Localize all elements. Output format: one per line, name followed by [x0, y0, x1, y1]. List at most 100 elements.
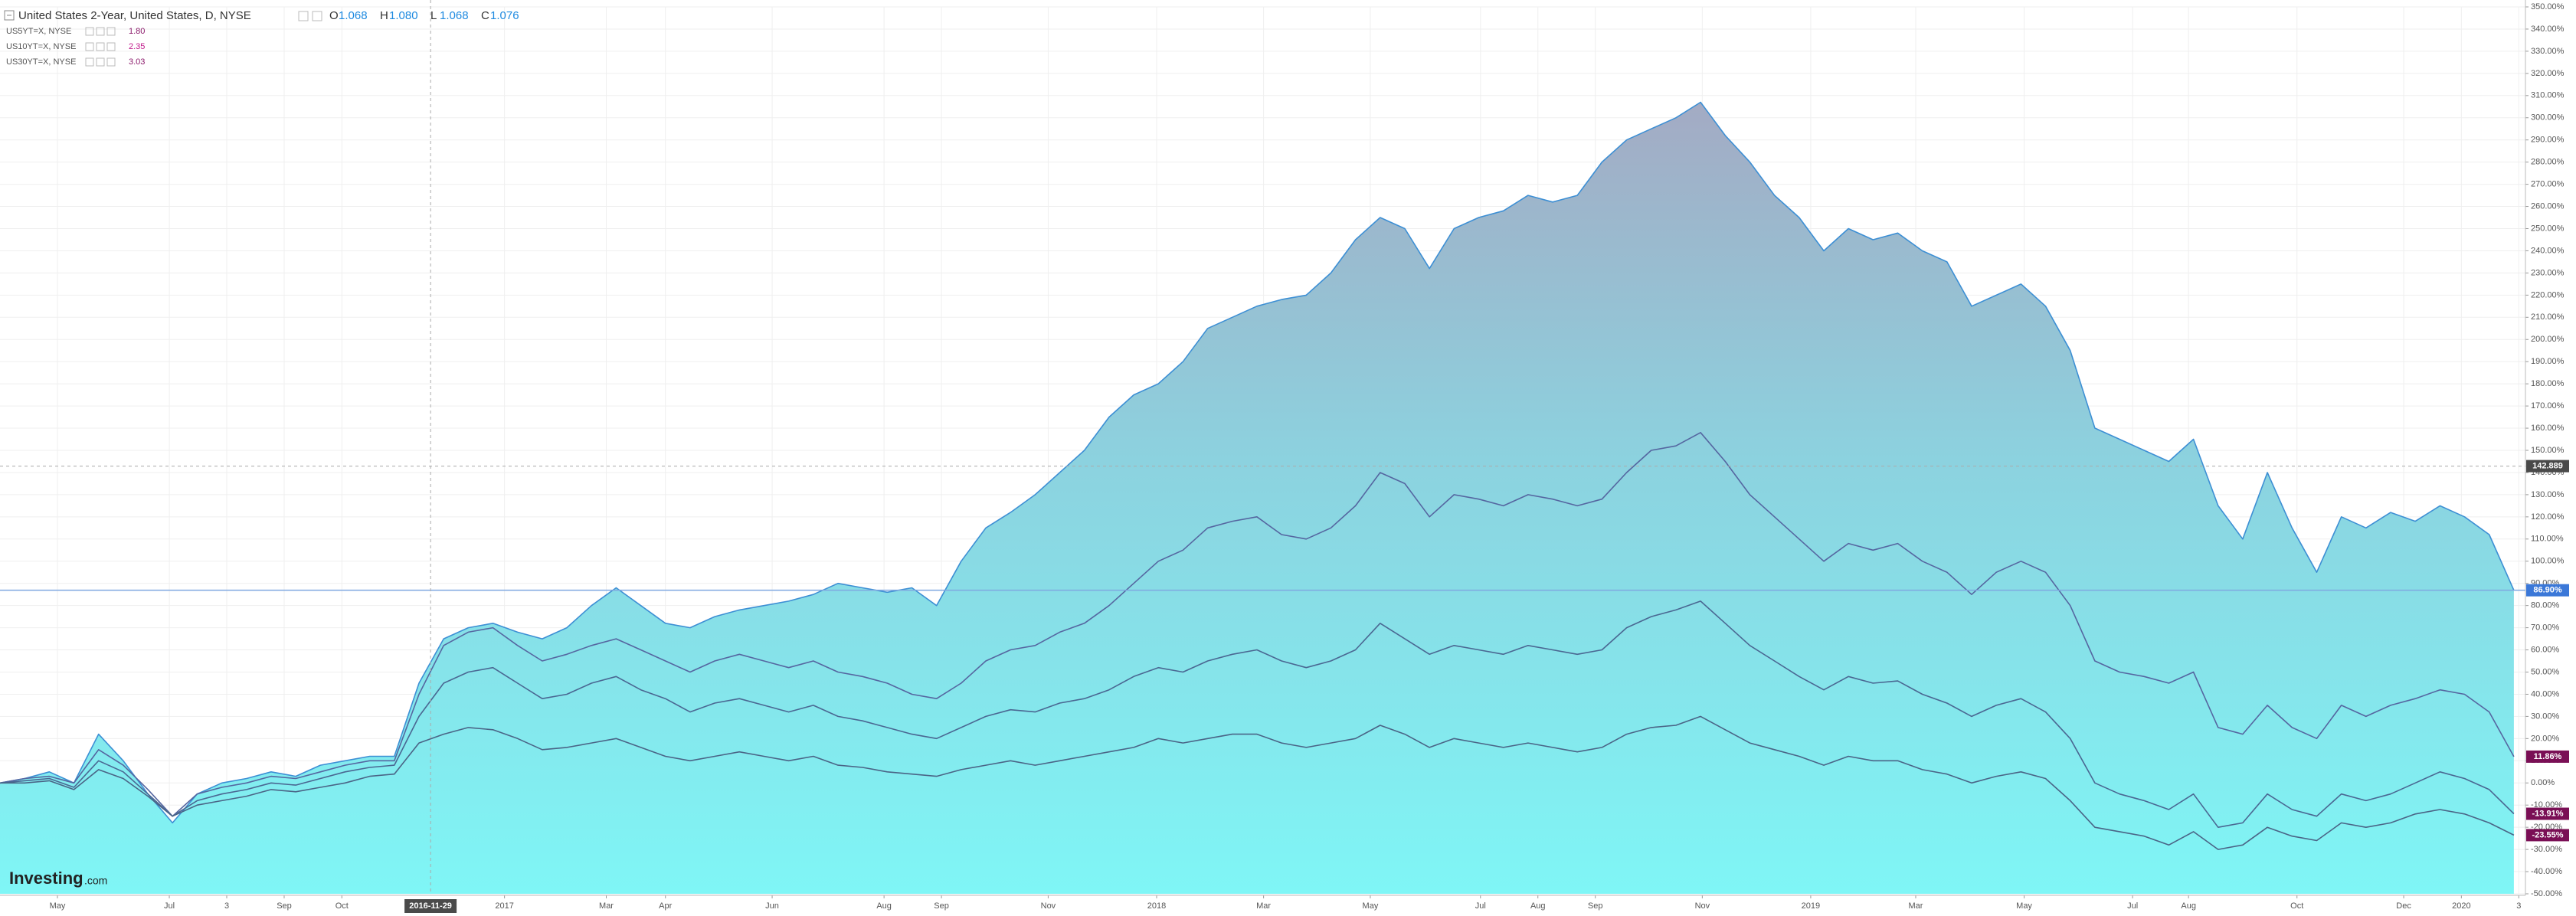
x-tick-label: Mar	[599, 901, 614, 911]
area	[0, 102, 2514, 894]
y-tick-label: 250.00%	[2531, 224, 2565, 233]
y-tick-label: 240.00%	[2531, 246, 2565, 255]
legend-icon	[106, 27, 116, 36]
x-tick-label: 2019	[1802, 901, 1820, 911]
logo: Investing .com	[9, 869, 107, 888]
x-tick-label: Dec	[2396, 901, 2411, 911]
last-value-label: 86.90%	[2533, 586, 2562, 595]
legend-icon	[85, 27, 94, 36]
legend-icon	[106, 57, 116, 67]
legend-icon	[96, 27, 105, 36]
y-tick-label: -40.00%	[2531, 867, 2562, 876]
legend: United States 2-Year, United States, D, …	[4, 9, 519, 67]
x-tick-label: Sep	[277, 901, 292, 911]
legend-icon	[85, 57, 94, 67]
y-tick-label: 320.00%	[2531, 69, 2565, 78]
ohlc-label: C	[481, 9, 489, 22]
y-tick-label: 110.00%	[2531, 535, 2564, 544]
y-tick-label: 260.00%	[2531, 201, 2565, 211]
x-tick-label: Jun	[765, 901, 779, 911]
y-tick-label: 50.00%	[2531, 667, 2560, 676]
ohlc-label: H	[380, 9, 388, 22]
ohlc-value: 1.068	[440, 9, 469, 22]
x-tick-label: 3	[224, 901, 229, 911]
y-tick-label: 80.00%	[2531, 601, 2560, 610]
legend-icon	[96, 42, 105, 51]
last-value-label: 11.86%	[2534, 752, 2562, 761]
crosshair-y-box	[2526, 460, 2569, 473]
x-tick-label: Jul	[1475, 901, 1486, 911]
y-tick-label: 130.00%	[2531, 490, 2565, 499]
series-line	[0, 101, 2515, 824]
legend-icon	[312, 11, 322, 21]
last-value-box	[2526, 584, 2569, 597]
y-tick-label: 330.00%	[2531, 47, 2565, 56]
legend-title: United States 2-Year, United States, D, …	[18, 9, 251, 22]
x-tick-label: Jul	[164, 901, 175, 911]
crosshair-x-box	[404, 899, 457, 913]
x-tick-label: May	[1363, 901, 1379, 911]
last-value-box	[2526, 829, 2569, 842]
y-tick-label: -10.00%	[2531, 800, 2562, 810]
last-value-label: -23.55%	[2532, 830, 2564, 839]
x-tick-label: Mar	[1256, 901, 1271, 911]
y-tick-label: 0.00%	[2531, 778, 2555, 787]
y-tick-label: 60.00%	[2531, 645, 2560, 654]
legend-icon	[85, 42, 94, 51]
x-tick-label: Aug	[1530, 901, 1546, 911]
legend-name: US30YT=X, NYSE	[6, 57, 76, 67]
x-tick-label: 2017	[495, 901, 513, 911]
x-tick-label: Nov	[1041, 901, 1056, 911]
legend-icon	[106, 42, 116, 51]
y-tick-label: 70.00%	[2531, 623, 2560, 633]
y-tick-label: 230.00%	[2531, 268, 2565, 277]
x-tick-label: Sep	[934, 901, 949, 911]
x-tick-label: Jul	[2127, 901, 2138, 911]
x-tick-label: Nov	[1695, 901, 1710, 911]
y-tick-label: -50.00%	[2531, 889, 2562, 898]
x-tick-label: Mar	[1909, 901, 1923, 911]
x-tick-label: May	[2016, 901, 2032, 911]
collapse-icon[interactable]	[4, 10, 15, 21]
legend-quote: 3.03	[129, 57, 145, 67]
ohlc-label: O	[329, 9, 339, 22]
legend-icon	[96, 57, 105, 67]
y-tick-label: -30.00%	[2531, 845, 2562, 854]
legend-quote: 2.35	[129, 42, 145, 51]
x-tick-label: May	[50, 901, 66, 911]
y-tick-label: 200.00%	[2531, 335, 2565, 344]
y-tick-label: 40.00%	[2531, 689, 2560, 698]
y-tick-label: 300.00%	[2531, 113, 2565, 123]
x-tick-label: Aug	[2181, 901, 2196, 911]
y-tick-label: 350.00%	[2531, 2, 2565, 11]
logo-brand: Investing	[9, 869, 83, 888]
ohlc-value: 1.080	[389, 9, 418, 22]
x-tick-label: Sep	[1588, 901, 1603, 911]
y-tick-label: 160.00%	[2531, 424, 2565, 433]
x-tick-label: Oct	[336, 901, 349, 911]
y-tick-label: 170.00%	[2531, 401, 2565, 411]
legend-name: US10YT=X, NYSE	[6, 42, 76, 51]
logo-suffix: .com	[84, 875, 107, 887]
legend-icon	[298, 11, 309, 21]
series-line	[0, 432, 2515, 817]
crosshair-x-label: 2016-11-29	[409, 901, 452, 911]
last-value-box	[2526, 750, 2569, 763]
x-tick-label: 2020	[2452, 901, 2470, 911]
y-tick-label: 120.00%	[2531, 512, 2565, 522]
y-tick-label: 190.00%	[2531, 357, 2565, 366]
y-tick-label: 270.00%	[2531, 180, 2565, 189]
legend-quote: 1.80	[129, 27, 145, 36]
ohlc-value: 1.076	[490, 9, 519, 22]
y-tick-label: 340.00%	[2531, 25, 2565, 34]
x-tick-label: 3	[2516, 901, 2521, 911]
y-tick-label: 280.00%	[2531, 158, 2565, 167]
y-tick-label: 30.00%	[2531, 712, 2560, 721]
y-tick-label: 100.00%	[2531, 557, 2565, 566]
y-tick-label: 210.00%	[2531, 312, 2565, 322]
y-tick-label: 310.00%	[2531, 91, 2565, 100]
x-tick-label: Aug	[876, 901, 892, 911]
legend-name: US5YT=X, NYSE	[6, 27, 71, 36]
